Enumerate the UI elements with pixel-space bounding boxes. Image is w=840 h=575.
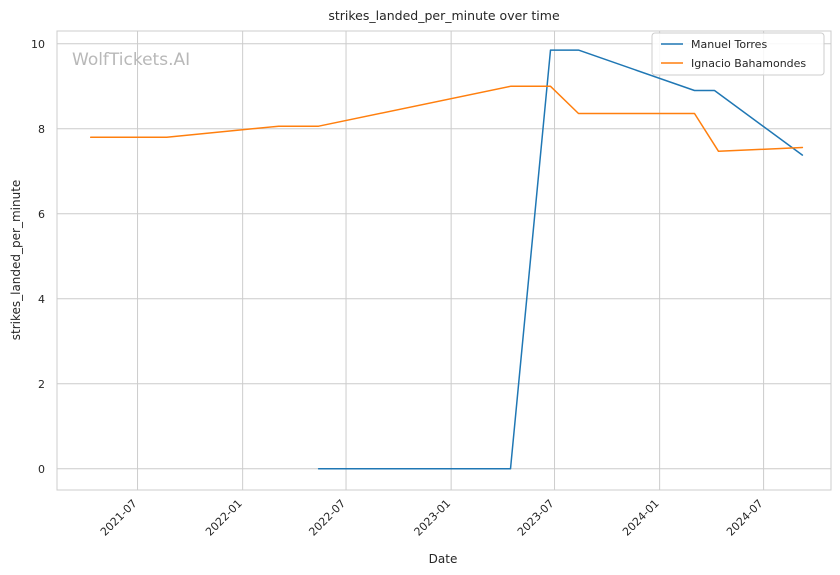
legend-label-ignacio-bahamondes: Ignacio Bahamondes [691,57,806,70]
y-axis-title: strikes_landed_per_minute [9,180,23,341]
legend: Manuel Torres Ignacio Bahamondes [651,32,825,76]
legend-label-manuel-torres: Manuel Torres [691,38,767,51]
y-tick-label: 8 [38,123,45,136]
series-line-ignacio-bahamondes [89,85,804,153]
series-layer [89,49,804,470]
y-tick-label: 2 [38,378,45,391]
y-tick-label: 0 [38,463,45,476]
y-tick-labels: 0 2 4 6 8 10 [31,38,45,476]
plot-frame [56,30,832,491]
x-axis-title: Date [429,552,458,566]
legend-box [651,32,825,76]
y-tick-label: 4 [38,293,45,306]
watermark-text: WolfTickets.AI [72,50,190,70]
plot-area [57,31,831,490]
y-tick-label: 10 [31,38,45,51]
grid [57,31,831,490]
chart-title: strikes_landed_per_minute over time [328,8,560,23]
series-line-manuel-torres [317,49,804,470]
y-tick-label: 6 [38,208,45,221]
